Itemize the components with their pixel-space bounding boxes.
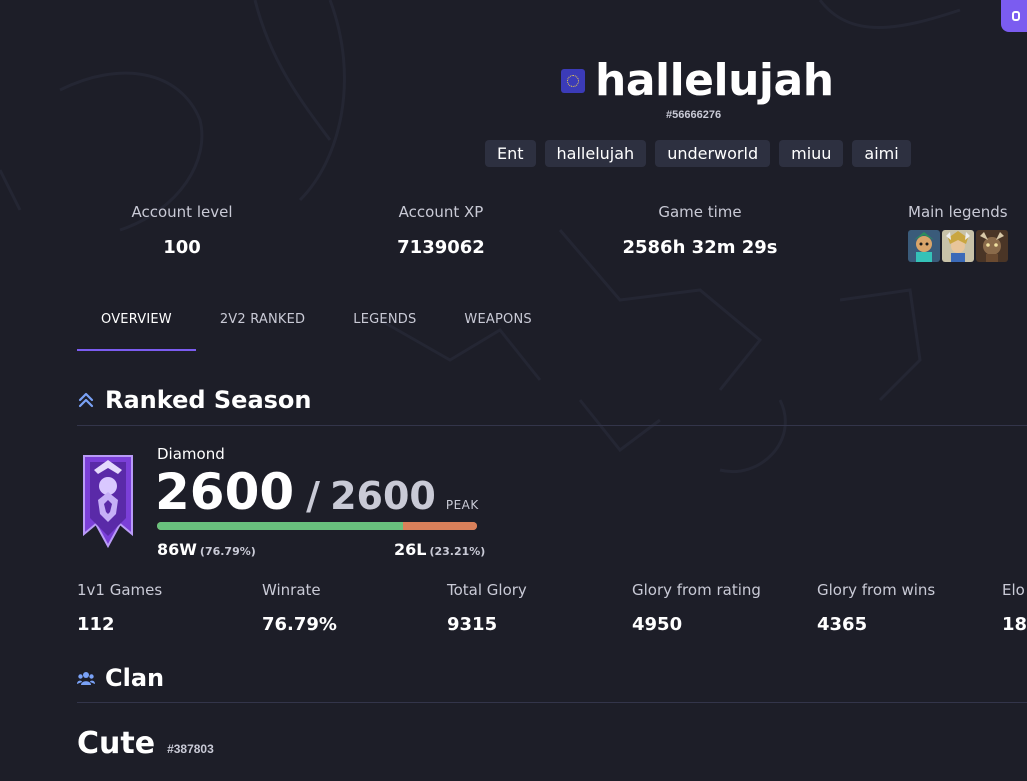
account-xp-stat: Account XP 7139062: [381, 203, 501, 258]
rating-row: 2600 / 2600 PEAK: [155, 463, 479, 521]
diamond-rank-icon: [83, 455, 133, 549]
clan-name[interactable]: Cute: [77, 726, 156, 761]
peak-label: PEAK: [445, 498, 479, 512]
account-xp-value: 7139062: [397, 237, 485, 258]
stat-value: 188: [1002, 614, 1027, 635]
clan-heading: Clan: [77, 664, 164, 692]
main-legends-list: [908, 230, 1018, 262]
stat-value: 112: [77, 614, 115, 635]
alias-chip: aimi: [852, 140, 911, 167]
stat-label: Glory from rating: [632, 581, 761, 599]
stat-label: 1v1 Games: [77, 581, 163, 599]
wins-percent: (76.79%): [199, 545, 256, 558]
game-time-label: Game time: [658, 203, 742, 221]
wins-stat: 86W (76.79%): [157, 540, 256, 559]
double-chevron-up-icon: [78, 392, 94, 408]
ranked-stat-total-glory: Total Glory 9315: [447, 581, 527, 635]
main-legends-stat: Main legends: [908, 203, 1018, 262]
win-bar-fill: [157, 522, 403, 530]
stat-label: Total Glory: [447, 581, 527, 599]
account-level-stat: Account level 100: [122, 203, 242, 258]
peak-rating: 2600: [330, 474, 436, 518]
section-divider: [77, 425, 1027, 426]
corner-action-button[interactable]: [1001, 0, 1027, 32]
current-rating: 2600: [155, 463, 295, 521]
account-level-value: 100: [163, 237, 201, 258]
player-name-row: hallelujah: [561, 56, 834, 106]
ranked-stat-glory-wins: Glory from wins 4365: [817, 581, 935, 635]
player-id: #56666276: [666, 109, 722, 121]
tab-overview[interactable]: OVERVIEW: [77, 306, 196, 351]
stat-value: 76.79%: [262, 614, 337, 635]
clan-id: #387803: [167, 742, 214, 756]
ranked-season-heading: Ranked Season: [77, 386, 312, 414]
alias-chip: miuu: [779, 140, 844, 167]
tab-legends[interactable]: LEGENDS: [353, 312, 417, 327]
losses-stat: 26L (23.21%): [394, 540, 485, 559]
ranked-stat-winrate: Winrate 76.79%: [262, 581, 337, 635]
eu-flag-icon: [561, 69, 585, 93]
alias-chip: Ent: [485, 140, 536, 167]
profile-tabs: OVERVIEW 2V2 RANKED LEGENDS WEAPONS: [77, 306, 556, 351]
game-time-value: 2586h 32m 29s: [622, 237, 778, 258]
alias-chip: hallelujah: [544, 140, 647, 167]
quote-icon: [1012, 11, 1020, 21]
loss-bar-fill: [402, 522, 477, 530]
losses-count: 26L: [394, 540, 427, 559]
game-time-stat: Game time 2586h 32m 29s: [615, 203, 785, 258]
stat-label: Glory from wins: [817, 581, 936, 599]
section-divider: [77, 702, 1027, 703]
main-legends-label: Main legends: [908, 203, 1008, 221]
stat-value: 4365: [817, 614, 868, 635]
clan-name-row: Cute #387803: [77, 726, 214, 761]
stat-value: 4950: [632, 614, 683, 635]
group-icon: [77, 672, 95, 685]
player-name: hallelujah: [595, 55, 834, 106]
wins-count: 86W: [157, 540, 197, 559]
rank-tier: Diamond: [157, 445, 225, 463]
tab-weapons[interactable]: WEAPONS: [464, 312, 532, 327]
alias-list: Ent hallelujah underworld miuu aimi: [485, 140, 911, 167]
stat-label: Elo: [1002, 581, 1025, 599]
ranked-stat-elo: Elo 188: [1002, 581, 1027, 635]
losses-percent: (23.21%): [429, 545, 486, 558]
alias-chip: underworld: [655, 140, 771, 167]
ranked-season-title: Ranked Season: [105, 386, 312, 414]
stat-label: Winrate: [262, 581, 321, 599]
ranked-stat-games: 1v1 Games 112: [77, 581, 162, 635]
tab-2v2-ranked[interactable]: 2V2 RANKED: [219, 312, 306, 327]
legend-portrait-icon[interactable]: [942, 230, 974, 262]
legend-portrait-icon[interactable]: [976, 230, 1008, 262]
ranked-stat-glory-rating: Glory from rating 4950: [632, 581, 761, 635]
rating-separator: /: [306, 474, 321, 518]
stat-value: 9315: [447, 614, 498, 635]
legend-portrait-icon[interactable]: [908, 230, 940, 262]
account-xp-label: Account XP: [398, 203, 484, 221]
account-level-label: Account level: [131, 203, 233, 221]
clan-title: Clan: [105, 664, 165, 692]
win-loss-bar: [157, 522, 477, 530]
